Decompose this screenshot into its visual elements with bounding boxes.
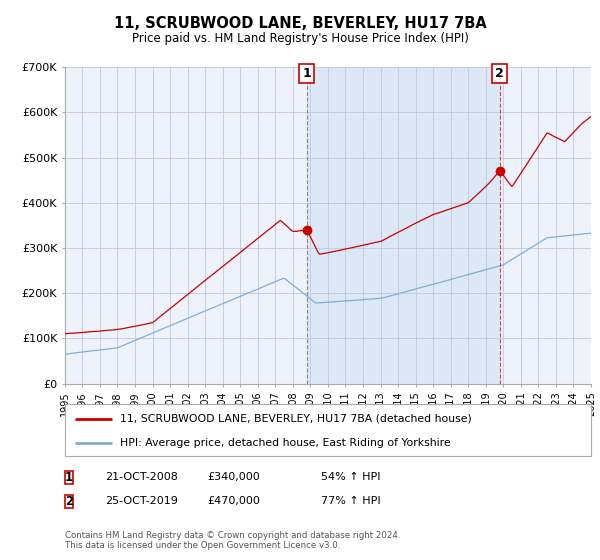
Text: Contains HM Land Registry data © Crown copyright and database right 2024.
This d: Contains HM Land Registry data © Crown c… bbox=[65, 530, 400, 550]
Text: 77% ↑ HPI: 77% ↑ HPI bbox=[321, 496, 380, 506]
FancyBboxPatch shape bbox=[65, 470, 73, 484]
FancyBboxPatch shape bbox=[65, 404, 591, 456]
Text: 11, SCRUBWOOD LANE, BEVERLEY, HU17 7BA: 11, SCRUBWOOD LANE, BEVERLEY, HU17 7BA bbox=[113, 16, 487, 31]
Text: 21-OCT-2008: 21-OCT-2008 bbox=[105, 472, 178, 482]
Text: 1: 1 bbox=[302, 67, 311, 80]
Text: £340,000: £340,000 bbox=[207, 472, 260, 482]
Text: 54% ↑ HPI: 54% ↑ HPI bbox=[321, 472, 380, 482]
Bar bbox=[307, 67, 500, 384]
Text: 11, SCRUBWOOD LANE, BEVERLEY, HU17 7BA (detached house): 11, SCRUBWOOD LANE, BEVERLEY, HU17 7BA (… bbox=[120, 414, 472, 424]
Text: 1: 1 bbox=[65, 470, 73, 484]
FancyBboxPatch shape bbox=[65, 494, 73, 508]
Text: Price paid vs. HM Land Registry's House Price Index (HPI): Price paid vs. HM Land Registry's House … bbox=[131, 32, 469, 45]
Text: HPI: Average price, detached house, East Riding of Yorkshire: HPI: Average price, detached house, East… bbox=[120, 438, 451, 449]
Text: 2: 2 bbox=[65, 494, 73, 508]
Text: £470,000: £470,000 bbox=[207, 496, 260, 506]
Text: 25-OCT-2019: 25-OCT-2019 bbox=[105, 496, 178, 506]
Text: 2: 2 bbox=[496, 67, 504, 80]
